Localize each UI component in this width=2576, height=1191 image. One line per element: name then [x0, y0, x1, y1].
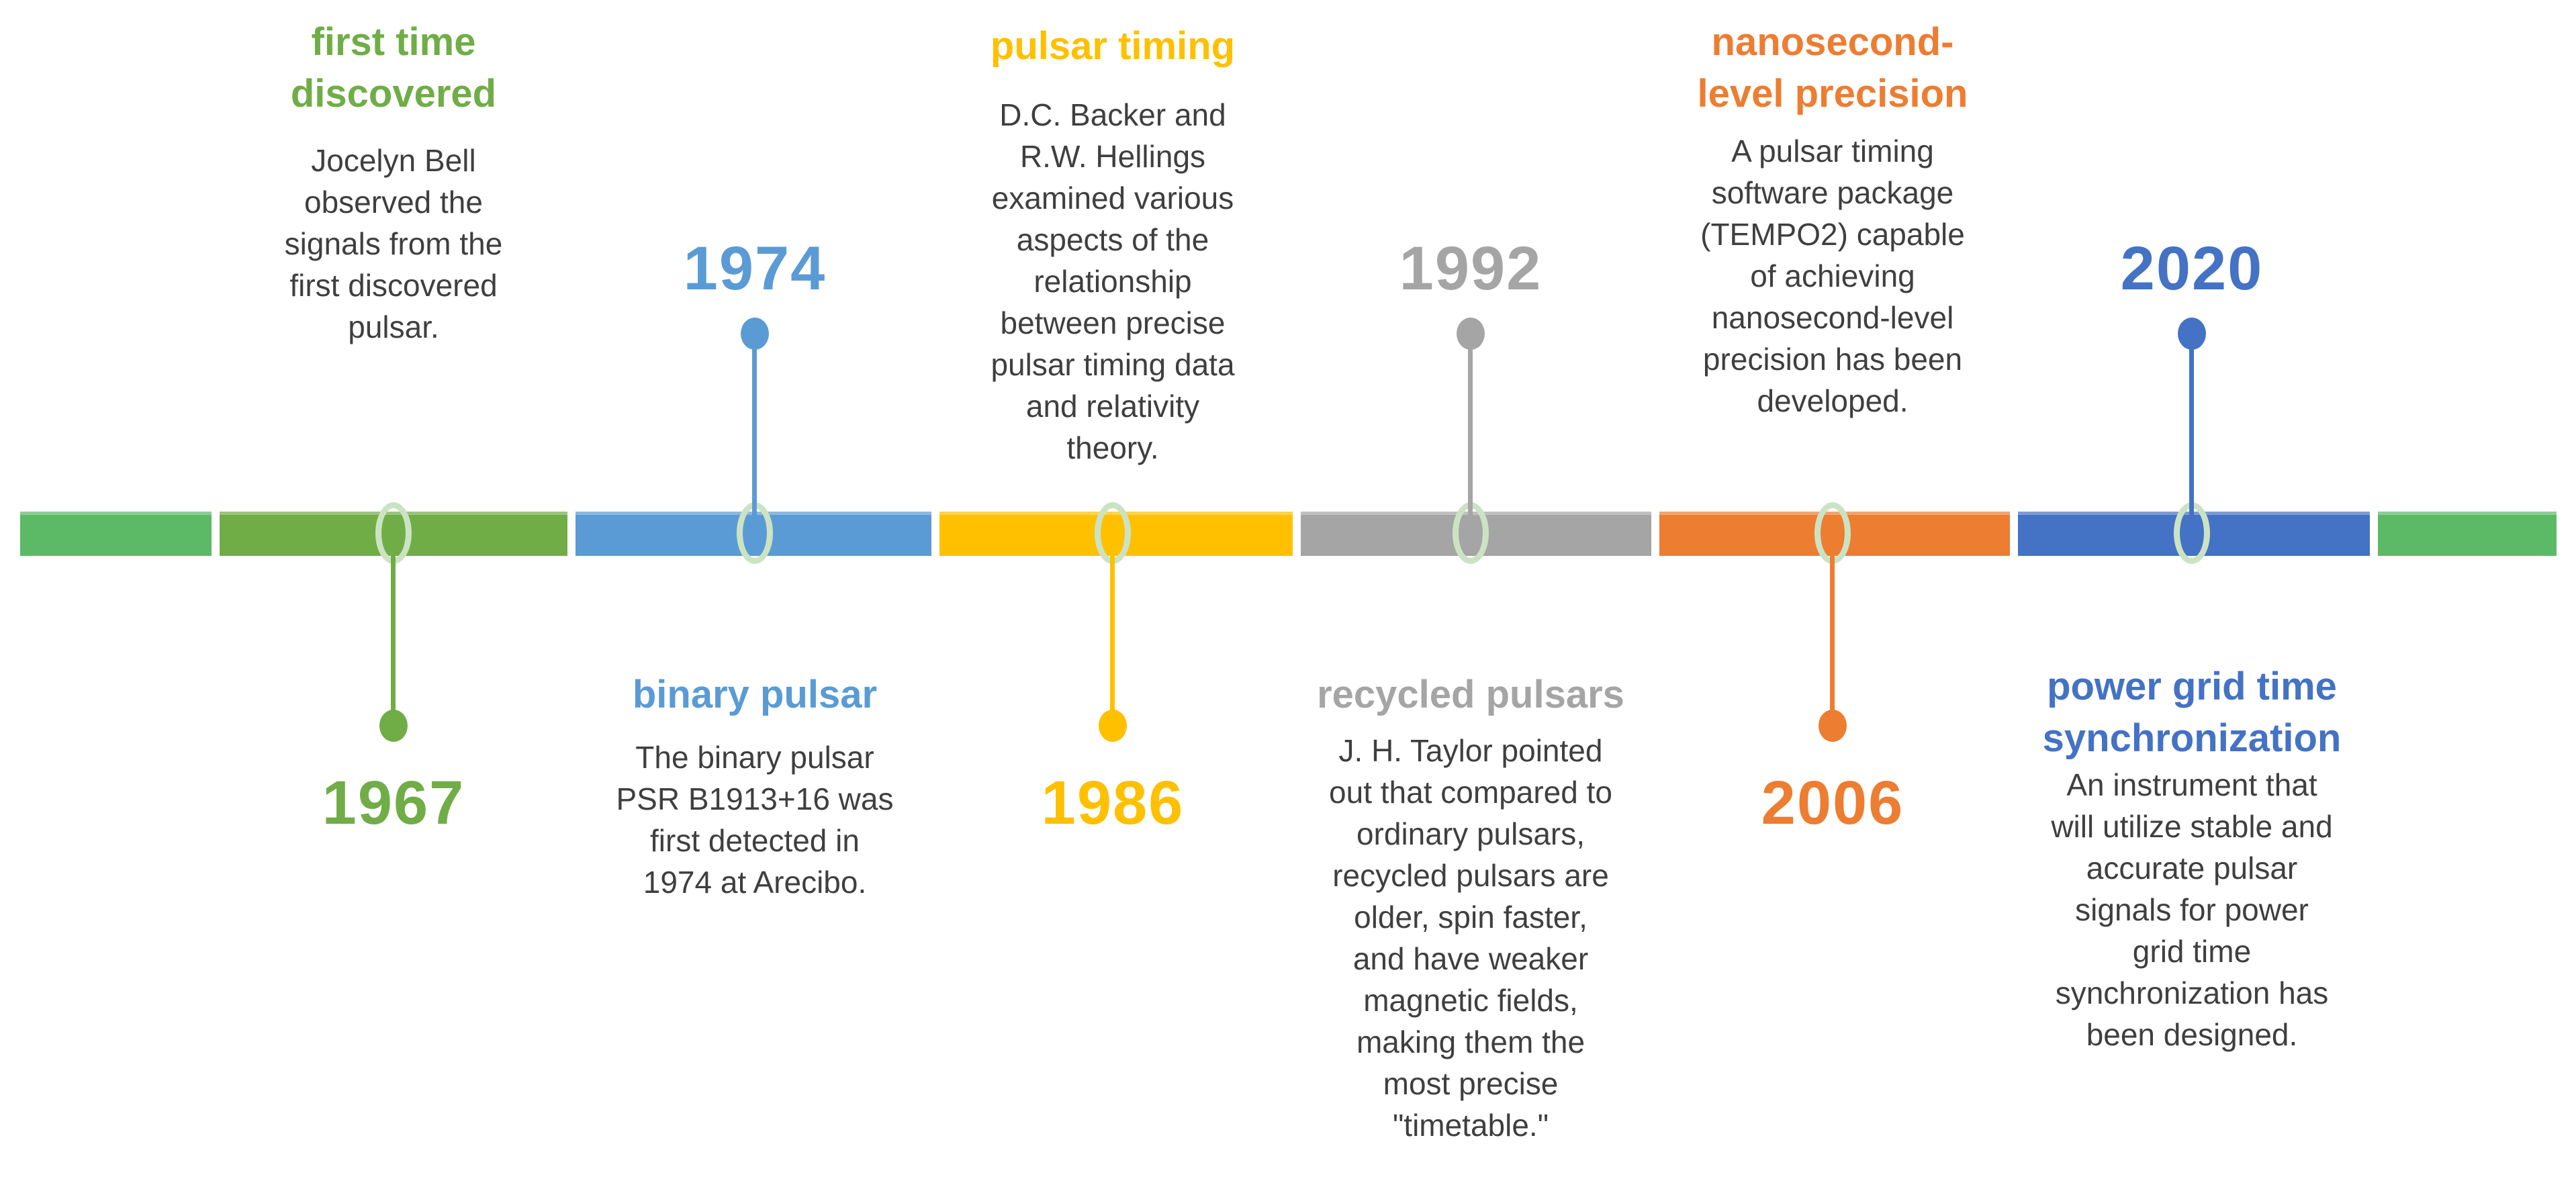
event-1967-marker-dot — [379, 710, 408, 742]
event-2006-title: nanosecond- level precision — [1697, 20, 1968, 115]
timeline-bar-cap-right — [2378, 512, 2557, 556]
event-1974-connector-line — [752, 334, 757, 533]
event-1986-description: D.C. Backer and R.W. Hellings examined v… — [991, 97, 1235, 465]
event-1992-year-label: 1992 — [1399, 234, 1543, 303]
event-1986-connector-line — [1110, 533, 1115, 728]
event-1974-text-block: binary pulsar The binary pulsar PSR B191… — [540, 669, 970, 903]
event-2006-connector-line — [1830, 533, 1835, 728]
event-1986-year-label: 1986 — [1041, 769, 1185, 837]
event-1986-marker-dot — [1099, 710, 1127, 742]
timeline-bar-cap-left — [20, 512, 212, 556]
event-2020-title: power grid time synchronization — [2042, 665, 2342, 760]
event-1967-connector-line — [391, 533, 396, 728]
event-1967-title: first time discovered — [290, 20, 497, 115]
event-1974-year-label: 1974 — [683, 234, 827, 303]
event-2006-description: A pulsar timing software package (TEMPO2… — [1700, 134, 1965, 418]
event-2020-description: An instrument that will utilize stable a… — [2051, 767, 2333, 1052]
event-1967-text-block: first time discovered Jocelyn Bell obser… — [179, 16, 608, 348]
event-1992-description: J. H. Taylor pointed out that compared t… — [1329, 733, 1612, 1143]
event-1967-description: Jocelyn Bell observed the signals from t… — [284, 143, 503, 344]
event-2006-year-label: 2006 — [1761, 769, 1904, 837]
event-2020-marker-dot — [2178, 318, 2206, 350]
event-1986-title: pulsar timing — [990, 24, 1236, 68]
event-2020-year-label: 2020 — [2120, 234, 2264, 303]
event-1974-title: binary pulsar — [632, 673, 878, 716]
event-1974-marker-dot — [741, 318, 769, 350]
event-1992-title: recycled pulsars — [1317, 673, 1624, 716]
event-2006-text-block: nanosecond- level precision A pulsar tim… — [1618, 16, 2048, 422]
event-1986-text-block: pulsar timing D.C. Backer and R.W. Helli… — [898, 20, 1328, 469]
event-1992-connector-line — [1468, 334, 1473, 533]
event-1992-text-block: recycled pulsars J. H. Taylor pointed ou… — [1256, 669, 1686, 1146]
event-1974-description: The binary pulsar PSR B1913+16 was first… — [616, 740, 894, 900]
event-1967-year-label: 1967 — [322, 769, 465, 837]
event-1992-marker-dot — [1457, 318, 1485, 350]
event-2020-text-block: power grid time synchronization An instr… — [1977, 661, 2407, 1055]
event-2006-marker-dot — [1819, 710, 1847, 742]
event-2020-connector-line — [2189, 334, 2194, 533]
